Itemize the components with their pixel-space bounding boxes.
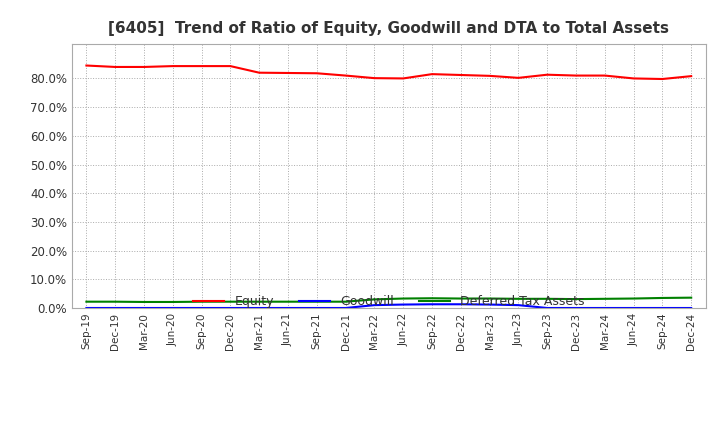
Goodwill	[629, 305, 638, 311]
Equity	[82, 63, 91, 68]
Goodwill	[658, 305, 667, 311]
Equity	[312, 71, 321, 76]
Deferred Tax Assets	[111, 299, 120, 304]
Deferred Tax Assets	[658, 295, 667, 301]
Equity	[399, 76, 408, 81]
Goodwill	[485, 302, 494, 307]
Equity	[687, 73, 696, 79]
Goodwill	[140, 305, 148, 311]
Goodwill	[456, 302, 465, 307]
Deferred Tax Assets	[399, 296, 408, 301]
Deferred Tax Assets	[428, 296, 436, 301]
Line: Goodwill: Goodwill	[86, 304, 691, 308]
Deferred Tax Assets	[341, 299, 350, 304]
Goodwill	[82, 305, 91, 311]
Goodwill	[226, 305, 235, 311]
Deferred Tax Assets	[370, 297, 379, 302]
Equity	[629, 76, 638, 81]
Equity	[226, 63, 235, 69]
Deferred Tax Assets	[284, 299, 292, 304]
Deferred Tax Assets	[456, 296, 465, 301]
Title: [6405]  Trend of Ratio of Equity, Goodwill and DTA to Total Assets: [6405] Trend of Ratio of Equity, Goodwil…	[108, 21, 670, 36]
Goodwill	[370, 302, 379, 308]
Goodwill	[687, 305, 696, 311]
Goodwill	[428, 302, 436, 307]
Goodwill	[572, 305, 580, 311]
Deferred Tax Assets	[226, 299, 235, 304]
Deferred Tax Assets	[572, 297, 580, 302]
Goodwill	[284, 305, 292, 311]
Deferred Tax Assets	[197, 299, 206, 304]
Deferred Tax Assets	[82, 299, 91, 304]
Equity	[658, 77, 667, 82]
Line: Deferred Tax Assets: Deferred Tax Assets	[86, 298, 691, 302]
Goodwill	[341, 305, 350, 311]
Equity	[168, 63, 177, 69]
Equity	[255, 70, 264, 75]
Equity	[197, 63, 206, 69]
Deferred Tax Assets	[629, 296, 638, 301]
Line: Equity: Equity	[86, 66, 691, 79]
Goodwill	[543, 305, 552, 311]
Goodwill	[514, 302, 523, 308]
Equity	[456, 72, 465, 77]
Equity	[514, 75, 523, 81]
Deferred Tax Assets	[687, 295, 696, 301]
Deferred Tax Assets	[543, 296, 552, 301]
Equity	[111, 64, 120, 70]
Equity	[600, 73, 609, 78]
Deferred Tax Assets	[600, 296, 609, 301]
Goodwill	[312, 305, 321, 311]
Deferred Tax Assets	[312, 299, 321, 304]
Goodwill	[399, 302, 408, 307]
Equity	[428, 71, 436, 77]
Deferred Tax Assets	[485, 296, 494, 301]
Legend: Equity, Goodwill, Deferred Tax Assets: Equity, Goodwill, Deferred Tax Assets	[188, 290, 590, 313]
Equity	[572, 73, 580, 78]
Goodwill	[168, 305, 177, 311]
Goodwill	[197, 305, 206, 311]
Deferred Tax Assets	[255, 299, 264, 304]
Equity	[341, 73, 350, 78]
Deferred Tax Assets	[140, 299, 148, 304]
Equity	[140, 64, 148, 70]
Goodwill	[600, 305, 609, 311]
Equity	[284, 70, 292, 76]
Deferred Tax Assets	[168, 299, 177, 304]
Goodwill	[111, 305, 120, 311]
Equity	[370, 76, 379, 81]
Equity	[543, 72, 552, 77]
Deferred Tax Assets	[514, 296, 523, 301]
Goodwill	[255, 305, 264, 311]
Equity	[485, 73, 494, 78]
